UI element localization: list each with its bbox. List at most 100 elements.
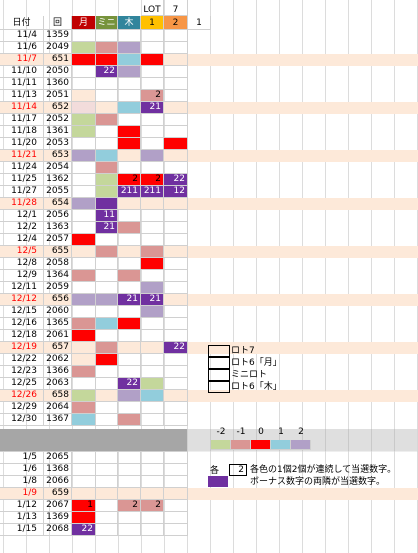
cell <box>72 66 96 78</box>
date-cell: 1/12 <box>0 500 44 512</box>
legend-swatch <box>208 345 230 357</box>
cell <box>96 282 118 294</box>
cell <box>96 234 118 246</box>
round-cell: 651 <box>44 54 72 66</box>
cell <box>72 258 96 270</box>
round-cell: 1367 <box>44 414 72 426</box>
date-cell: 11/21 <box>0 150 44 162</box>
cell <box>118 102 141 114</box>
cell <box>118 66 141 78</box>
cell <box>164 102 188 114</box>
cell <box>141 54 164 66</box>
cell <box>96 30 118 42</box>
cell <box>141 282 164 294</box>
cell <box>141 222 164 234</box>
date-cell: 12/1 <box>0 210 44 222</box>
cell <box>164 54 188 66</box>
cell <box>96 42 118 54</box>
cell <box>141 354 164 366</box>
cell <box>72 30 96 42</box>
round-cell: 1364 <box>44 270 72 282</box>
cell <box>164 126 188 138</box>
legend-label: ミニロト <box>231 370 268 380</box>
cell <box>164 150 188 162</box>
cell <box>164 138 188 150</box>
cell <box>72 162 96 174</box>
cell <box>118 138 141 150</box>
cell <box>96 488 118 500</box>
header-cell: 日付 <box>0 16 44 30</box>
scale-swatch <box>291 440 311 450</box>
round-cell: 654 <box>44 198 72 210</box>
header-cell: LOT <box>141 0 164 16</box>
round-cell: 657 <box>44 342 72 354</box>
cell: 21 <box>141 294 164 306</box>
cell <box>72 114 96 126</box>
cell <box>96 500 118 512</box>
cell <box>96 354 118 366</box>
round-cell: 2050 <box>44 66 72 78</box>
cell <box>96 512 118 524</box>
round-cell: 2060 <box>44 306 72 318</box>
row-fill <box>0 390 418 402</box>
scale-swatch <box>271 440 291 450</box>
cell <box>141 210 164 222</box>
cell <box>164 234 188 246</box>
cell: 11 <box>96 210 118 222</box>
cell: 21 <box>118 294 141 306</box>
round-cell: 1368 <box>44 464 72 476</box>
cell: 2 <box>118 500 141 512</box>
cell <box>96 452 118 464</box>
cell <box>118 476 141 488</box>
cell <box>141 464 164 476</box>
date-cell: 12/25 <box>0 378 44 390</box>
round-cell: 2054 <box>44 162 72 174</box>
cell <box>141 78 164 90</box>
legend-label: ロト6「月」 <box>231 358 282 368</box>
date-cell: 11/14 <box>0 102 44 114</box>
cell <box>72 354 96 366</box>
cell <box>118 246 141 258</box>
date-cell: 11/6 <box>0 42 44 54</box>
cell <box>141 150 164 162</box>
cell <box>141 270 164 282</box>
bonus-swatch <box>208 476 228 487</box>
cell <box>96 476 118 488</box>
cell <box>164 414 188 426</box>
cell <box>141 318 164 330</box>
round-cell: 1359 <box>44 30 72 42</box>
round-cell: 2051 <box>44 90 72 102</box>
cell <box>72 464 96 476</box>
date-cell: 11/20 <box>0 138 44 150</box>
date-cell: 1/6 <box>0 464 44 476</box>
cell <box>164 222 188 234</box>
row-fill <box>0 102 418 114</box>
cell <box>141 524 164 536</box>
round-cell: 652 <box>44 102 72 114</box>
cell <box>164 512 188 524</box>
cell <box>118 318 141 330</box>
cell <box>72 102 96 114</box>
cell <box>118 488 141 500</box>
cell <box>164 500 188 512</box>
cell: 22 <box>96 66 118 78</box>
cell <box>96 318 118 330</box>
cell <box>72 42 96 54</box>
cell <box>164 162 188 174</box>
cell <box>118 78 141 90</box>
date-cell: 12/30 <box>0 414 44 426</box>
cell <box>72 54 96 66</box>
date-cell: 12/22 <box>0 354 44 366</box>
scale-label: 0 <box>258 427 264 437</box>
cell <box>141 330 164 342</box>
date-cell: 12/4 <box>0 234 44 246</box>
round-cell: 1366 <box>44 366 72 378</box>
note-each: 各 <box>210 466 220 476</box>
cell: 2 <box>141 90 164 102</box>
date-cell: 11/13 <box>0 90 44 102</box>
cell <box>164 198 188 210</box>
cell <box>118 402 141 414</box>
cell <box>72 342 96 354</box>
cell <box>118 330 141 342</box>
cell <box>164 524 188 536</box>
